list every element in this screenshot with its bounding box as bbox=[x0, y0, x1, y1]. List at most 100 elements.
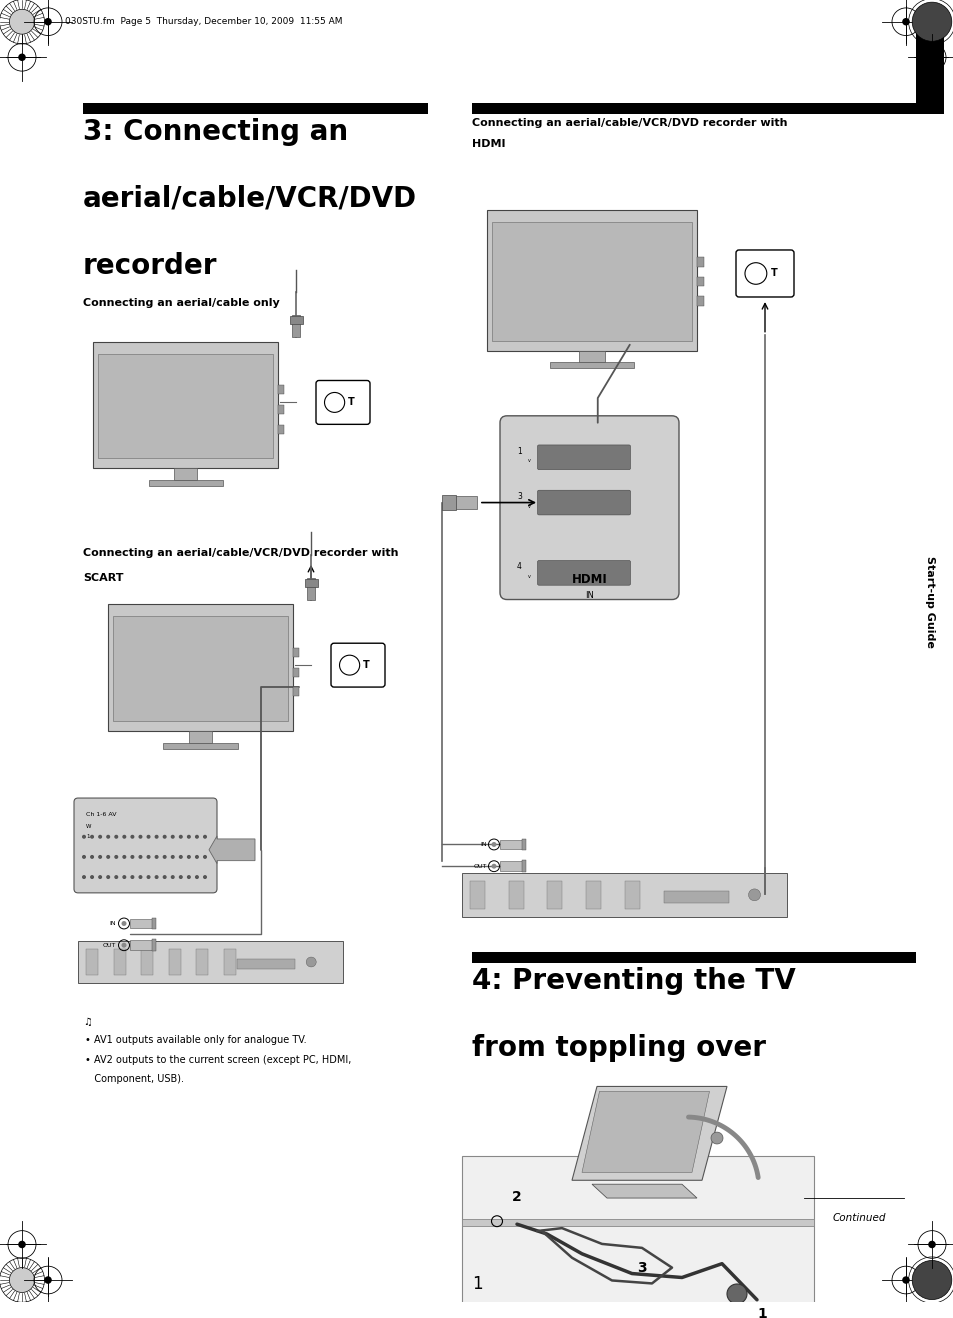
Circle shape bbox=[139, 855, 142, 858]
Text: Continued: Continued bbox=[831, 1213, 884, 1223]
Text: W: W bbox=[86, 824, 91, 829]
Bar bbox=[141, 949, 152, 975]
Bar bbox=[289, 316, 302, 324]
Text: Connecting an aerial/cable/VCR/DVD recorder with: Connecting an aerial/cable/VCR/DVD recor… bbox=[83, 548, 398, 558]
Bar bbox=[508, 880, 523, 908]
Circle shape bbox=[139, 875, 142, 878]
Text: T: T bbox=[363, 660, 370, 670]
Circle shape bbox=[172, 855, 173, 858]
FancyBboxPatch shape bbox=[331, 643, 385, 687]
Circle shape bbox=[902, 18, 908, 25]
Text: IN: IN bbox=[480, 842, 486, 847]
Bar bbox=[486, 211, 697, 351]
Bar bbox=[624, 880, 639, 908]
Bar bbox=[461, 1219, 813, 1226]
Text: SCART: SCART bbox=[83, 573, 123, 583]
Bar bbox=[499, 861, 521, 871]
Bar bbox=[130, 919, 152, 928]
Text: v: v bbox=[527, 573, 530, 579]
Circle shape bbox=[10, 1268, 34, 1293]
Circle shape bbox=[99, 836, 101, 838]
Bar bbox=[108, 605, 293, 731]
Circle shape bbox=[83, 875, 85, 878]
Bar bbox=[92, 341, 277, 468]
Bar bbox=[236, 960, 295, 969]
Bar bbox=[461, 873, 786, 916]
Bar bbox=[149, 480, 222, 486]
Text: 1: 1 bbox=[472, 1275, 482, 1293]
Circle shape bbox=[928, 1242, 934, 1248]
Circle shape bbox=[491, 863, 496, 869]
Circle shape bbox=[204, 836, 206, 838]
Text: ♫: ♫ bbox=[83, 1017, 91, 1027]
Circle shape bbox=[131, 836, 133, 838]
Bar bbox=[169, 949, 180, 975]
Circle shape bbox=[928, 54, 934, 61]
Circle shape bbox=[204, 875, 206, 878]
Circle shape bbox=[188, 855, 190, 858]
Text: v: v bbox=[527, 503, 530, 509]
Circle shape bbox=[163, 855, 166, 858]
Circle shape bbox=[188, 875, 190, 878]
Bar bbox=[521, 861, 525, 873]
Text: v: v bbox=[527, 459, 530, 464]
Text: aerial/cable/VCR/DVD: aerial/cable/VCR/DVD bbox=[83, 185, 416, 212]
Circle shape bbox=[748, 888, 760, 900]
Text: HDMI: HDMI bbox=[571, 573, 607, 585]
Bar bbox=[292, 315, 299, 337]
Circle shape bbox=[188, 836, 190, 838]
Text: IN: IN bbox=[584, 590, 594, 600]
Circle shape bbox=[123, 855, 126, 858]
Circle shape bbox=[726, 1284, 746, 1304]
Circle shape bbox=[139, 836, 142, 838]
Bar bbox=[152, 917, 156, 929]
Circle shape bbox=[123, 875, 126, 878]
Circle shape bbox=[172, 875, 173, 878]
Circle shape bbox=[902, 1277, 908, 1284]
FancyBboxPatch shape bbox=[315, 381, 370, 424]
Circle shape bbox=[195, 836, 198, 838]
Text: 1: 1 bbox=[757, 1306, 766, 1318]
Bar bbox=[472, 952, 915, 963]
Circle shape bbox=[306, 957, 315, 967]
Circle shape bbox=[115, 875, 117, 878]
Bar bbox=[224, 949, 235, 975]
Bar bbox=[196, 949, 208, 975]
Circle shape bbox=[115, 836, 117, 838]
Circle shape bbox=[107, 875, 110, 878]
Bar bbox=[130, 940, 152, 950]
Circle shape bbox=[147, 875, 150, 878]
Text: Connecting an aerial/cable only: Connecting an aerial/cable only bbox=[83, 298, 279, 308]
Circle shape bbox=[179, 855, 182, 858]
Bar bbox=[277, 424, 284, 434]
Circle shape bbox=[131, 855, 133, 858]
Circle shape bbox=[83, 836, 85, 838]
Text: from toppling over: from toppling over bbox=[472, 1035, 765, 1062]
Bar bbox=[915, 33, 943, 113]
Text: OUT: OUT bbox=[473, 863, 486, 869]
Text: • AV1 outputs available only for analogue TV.: • AV1 outputs available only for analogu… bbox=[85, 1035, 306, 1045]
Text: 4: Preventing the TV: 4: Preventing the TV bbox=[472, 967, 795, 995]
Circle shape bbox=[99, 855, 101, 858]
Circle shape bbox=[19, 54, 25, 61]
Bar bbox=[697, 277, 703, 286]
Text: HDMI: HDMI bbox=[472, 140, 505, 149]
Bar bbox=[277, 405, 284, 414]
Bar bbox=[521, 838, 525, 850]
Text: T: T bbox=[770, 269, 777, 278]
Polygon shape bbox=[581, 1091, 709, 1173]
Bar bbox=[470, 880, 484, 908]
FancyBboxPatch shape bbox=[499, 415, 679, 600]
Text: 3: Connecting an: 3: Connecting an bbox=[83, 117, 348, 145]
Circle shape bbox=[91, 836, 93, 838]
Circle shape bbox=[195, 855, 198, 858]
Circle shape bbox=[83, 855, 85, 858]
Bar bbox=[455, 496, 476, 509]
Bar bbox=[163, 743, 237, 749]
Text: 3: 3 bbox=[637, 1260, 646, 1275]
Bar bbox=[547, 880, 561, 908]
Bar bbox=[441, 496, 456, 510]
Bar bbox=[697, 257, 703, 266]
Text: T: T bbox=[348, 398, 355, 407]
Circle shape bbox=[155, 836, 158, 838]
